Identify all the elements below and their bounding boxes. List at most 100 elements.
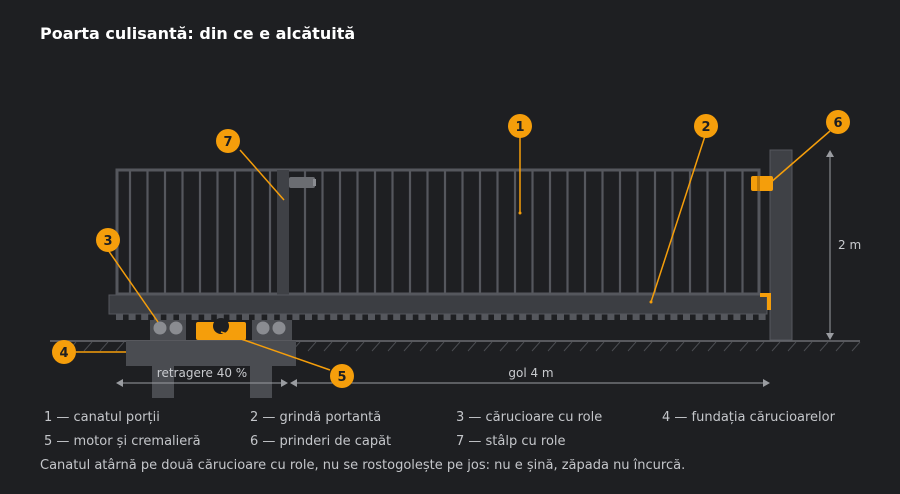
rack-tooth	[405, 314, 413, 320]
rack-tooth	[519, 314, 527, 320]
ground-hatch-stroke	[851, 341, 861, 352]
callout-6: 6	[826, 110, 850, 134]
guide-rollers	[289, 177, 315, 188]
ground-hatch-stroke	[611, 341, 621, 352]
leader-lines	[76, 130, 831, 371]
svg-text:5: 5	[337, 370, 346, 385]
ground-hatch-stroke	[99, 341, 109, 352]
rack-tooth	[216, 314, 224, 320]
rack-tooth	[279, 314, 287, 320]
ground-hatch-stroke	[723, 341, 733, 352]
ground-hatch-stroke	[739, 341, 749, 352]
ground-hatch-stroke	[675, 341, 685, 352]
ground-hatch-stroke	[355, 341, 365, 352]
rack-tooth	[708, 314, 716, 320]
ground-hatch-stroke	[499, 341, 509, 352]
rack-tooth	[720, 314, 728, 320]
callout-7: 7	[216, 129, 240, 153]
rack-tooth	[494, 314, 501, 320]
gate-pickets	[128, 171, 744, 293]
legend-item-2: 2 — grindă portantă	[250, 410, 382, 425]
rack-tooth	[153, 314, 161, 320]
rack-tooth	[267, 314, 275, 320]
ground-hatch-stroke	[339, 341, 349, 352]
rack-tooth	[746, 314, 753, 320]
rack-tooth	[607, 314, 615, 320]
rack-tooth	[531, 314, 539, 320]
rack-tooth	[116, 314, 123, 320]
rack-tooth	[141, 314, 149, 320]
callout-3: 3	[96, 228, 120, 252]
callout-1: 1	[508, 114, 532, 138]
ground-hatch-stroke	[451, 341, 461, 352]
rack-tooth	[620, 314, 627, 320]
rack-tooth	[594, 314, 602, 320]
ground-hatch-stroke	[387, 341, 397, 352]
rack-tooth	[544, 314, 552, 320]
rack-tooth	[355, 314, 363, 320]
rack-tooth	[481, 314, 489, 320]
ground-hatch-stroke	[467, 341, 477, 352]
ground-hatch-stroke	[771, 341, 781, 352]
ground-hatch-stroke	[83, 341, 93, 352]
rack-tooth	[166, 314, 174, 320]
rack-tooth	[191, 314, 199, 320]
diagram-title: Poarta culisantă: din ce e alcătuită	[40, 24, 356, 43]
gate-leaf	[115, 168, 761, 296]
svg-text:7: 7	[223, 135, 232, 150]
rack-tooth	[317, 314, 325, 320]
rack-tooth	[393, 314, 401, 320]
rack-tooth	[179, 314, 186, 320]
retraction-dimension	[116, 379, 288, 387]
trolley-right	[252, 320, 292, 340]
ground-hatch-stroke	[435, 341, 445, 352]
height-dimension	[826, 150, 834, 340]
ground-hatch-stroke	[579, 341, 589, 352]
rack-tooth	[128, 314, 136, 320]
legend-item-6: 6 — prinderi de capăt	[250, 434, 392, 449]
ground-hatch-stroke	[403, 341, 413, 352]
callout-5: 5	[330, 364, 354, 388]
opening-label: gol 4 m	[508, 366, 553, 380]
rack-tooth	[632, 314, 640, 320]
ground-hatch-stroke	[419, 341, 429, 352]
ground-hatch-stroke	[371, 341, 381, 352]
ground-hatch-stroke	[819, 341, 829, 352]
end-bracket-bottom	[760, 293, 771, 310]
callout-2: 2	[694, 114, 718, 138]
svg-text:3: 3	[103, 234, 112, 249]
retraction-label: retragere 40 %	[157, 366, 247, 380]
rack-tooth	[229, 314, 237, 320]
rack-tooth	[254, 314, 262, 320]
legend-item-3: 3 — cărucioare cu role	[456, 410, 603, 425]
gate-motor	[196, 318, 246, 340]
ground-hatch-stroke	[691, 341, 701, 352]
rack-tooth	[368, 314, 375, 320]
rack-tooth	[342, 314, 350, 320]
rack-tooth	[242, 314, 249, 320]
end-post	[769, 149, 793, 341]
callout-4: 4	[52, 340, 76, 364]
svg-text:6: 6	[833, 116, 842, 131]
guide-post	[277, 170, 289, 295]
ground-hatch-stroke	[643, 341, 653, 352]
rack-tooth	[431, 314, 438, 320]
end-bracket-top	[751, 176, 773, 191]
rack-tooth	[292, 314, 300, 320]
ground-hatch-stroke	[547, 341, 557, 352]
rack-tooth	[683, 314, 690, 320]
rack-tooth	[695, 314, 703, 320]
ground-hatch-stroke	[787, 341, 797, 352]
rack-tooth	[468, 314, 476, 320]
ground-hatch-stroke	[483, 341, 493, 352]
ground-hatch-stroke	[531, 341, 541, 352]
svg-text:2: 2	[701, 120, 710, 135]
opening-dimension	[290, 379, 770, 387]
rack-tooth	[330, 314, 338, 320]
bearing-beam	[108, 294, 768, 315]
ground-hatch-stroke	[563, 341, 573, 352]
ground-hatch-stroke	[707, 341, 717, 352]
ground-hatch-stroke	[755, 341, 765, 352]
height-label: 2 m	[838, 238, 861, 252]
rack-tooth	[204, 314, 212, 320]
